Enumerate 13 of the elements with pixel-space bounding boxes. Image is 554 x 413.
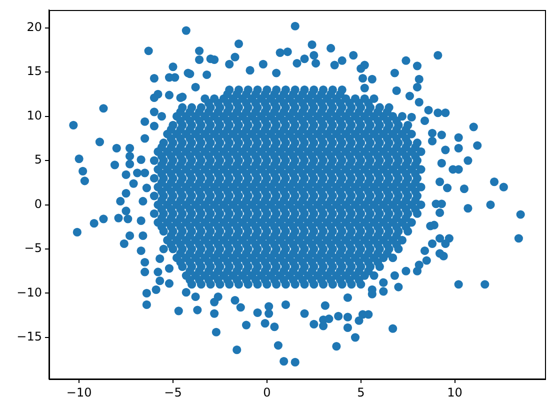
y-tick-label: 0 — [34, 196, 42, 211]
y-tick-label: −15 — [16, 330, 42, 344]
x-tick-label: 0 — [263, 385, 271, 400]
y-tick-label: −5 — [24, 241, 42, 256]
y-tick-label: 20 — [26, 20, 42, 34]
x-tick-label: 10 — [447, 385, 462, 400]
y-tick-label: −10 — [16, 285, 42, 300]
x-tick-label: −5 — [164, 385, 182, 400]
y-tick-label: 15 — [26, 64, 42, 78]
y-tick-label: 10 — [26, 108, 42, 122]
x-tick-label: −10 — [66, 385, 92, 400]
y-tick-label: 5 — [34, 152, 42, 167]
x-tick-label: 5 — [357, 385, 365, 400]
